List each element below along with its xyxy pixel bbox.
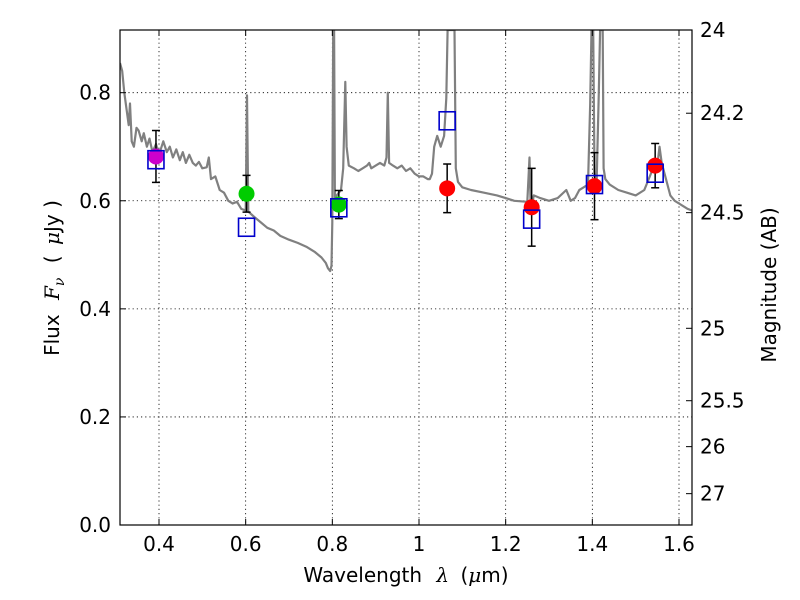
- model-marker: [147, 149, 165, 170]
- x-tick-label: 1.6: [663, 532, 695, 556]
- model-marker: [330, 197, 348, 218]
- model-spectrum-layer: [120, 30, 692, 273]
- y-tick-label: 0.2: [79, 405, 111, 429]
- x-tick-label: 1.4: [576, 532, 608, 556]
- y-axis-title: Flux Fν ( μJy ): [40, 200, 69, 356]
- y2-tick-label: 26: [700, 435, 725, 459]
- x-tick-label: 1: [413, 532, 426, 556]
- x-axis-title: Wavelength λ (μm): [303, 563, 508, 587]
- observed-marker: [147, 148, 164, 165]
- observed-marker: [523, 199, 540, 216]
- x-tick-label: 0.4: [143, 532, 175, 556]
- observed-points: [147, 148, 664, 216]
- x-tick-label: 0.6: [230, 532, 262, 556]
- y2-tick-label: 24.5: [700, 201, 745, 225]
- y2-tick-label: 25: [700, 316, 725, 340]
- model-marker: [585, 174, 604, 195]
- y-tick-label: 0.8: [79, 81, 111, 105]
- model-marker: [438, 110, 456, 131]
- y2-tick-label: 27: [700, 482, 725, 506]
- x-tick-label: 1.2: [490, 532, 522, 556]
- y-tick-label: 0.6: [79, 189, 111, 213]
- y2-tick-label: 24.2: [700, 101, 745, 125]
- observed-marker: [238, 185, 255, 202]
- y-tick-label: 0.0: [79, 513, 111, 537]
- observed-marker: [647, 157, 664, 174]
- y2-axis-title: Magnitude (AB): [757, 207, 781, 362]
- spectrum-line: [120, 30, 692, 273]
- model-points: [147, 110, 664, 238]
- axis-ticks: 0.4 0.6 0.8 1 1.2 1.4 1.6 0.0 0.2 0.4 0.6 0.8 24 24.2…: [79, 18, 744, 556]
- model-marker: [646, 163, 664, 184]
- observed-marker: [439, 180, 456, 197]
- plot-frame: [119, 29, 693, 526]
- model-marker: [522, 209, 541, 229]
- observed-marker: [586, 178, 603, 195]
- observed-marker: [330, 196, 347, 213]
- model-marker: [237, 217, 256, 238]
- grid-lines: [120, 30, 692, 525]
- y-tick-label: 0.4: [79, 297, 111, 321]
- x-tick-label: 0.8: [316, 532, 348, 556]
- y2-tick-label: 25.5: [700, 389, 745, 413]
- y2-tick-label: 24: [700, 18, 725, 42]
